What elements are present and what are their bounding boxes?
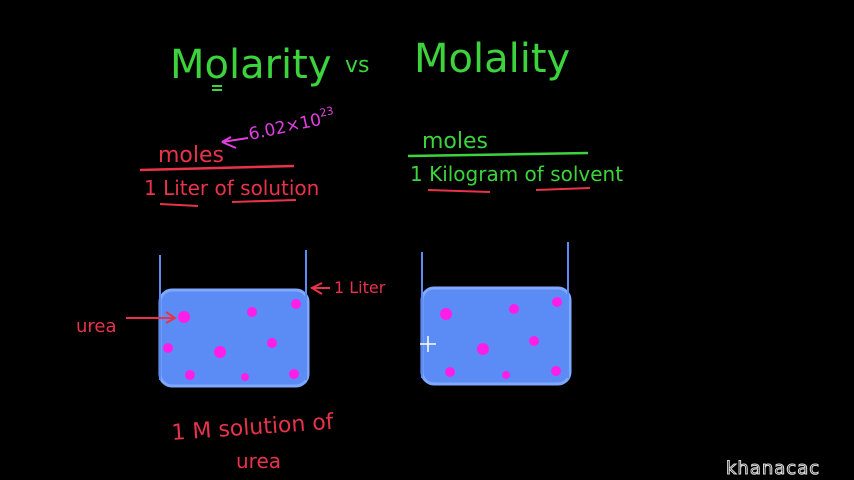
numerator: moles xyxy=(158,143,224,168)
watermark: khanacac xyxy=(726,458,820,479)
solute-label: urea xyxy=(76,316,117,337)
cursor xyxy=(420,336,436,352)
denominator: 1 Kilogram of solvent xyxy=(410,162,623,186)
underline xyxy=(231,199,297,203)
particles xyxy=(163,299,301,381)
arrow xyxy=(165,311,177,324)
solution xyxy=(420,286,572,386)
title-vs: vs xyxy=(345,53,369,78)
arrow xyxy=(221,137,249,143)
volume-label: 1 Liter xyxy=(334,278,386,297)
denominator: 1 Liter of solution xyxy=(144,176,319,200)
numerator: moles xyxy=(422,129,488,154)
title-molarity: Molarity xyxy=(170,42,332,88)
solution xyxy=(158,288,310,388)
avogadro-exponent: 23 xyxy=(318,104,334,120)
underline xyxy=(427,189,491,193)
arrow xyxy=(309,282,330,295)
title-molality: Molality xyxy=(414,36,570,82)
fraction-bar xyxy=(139,164,295,172)
caption: urea xyxy=(236,449,281,473)
fraction-bar xyxy=(407,151,589,158)
particles xyxy=(440,297,562,379)
underline xyxy=(535,187,591,191)
underline xyxy=(159,203,199,207)
